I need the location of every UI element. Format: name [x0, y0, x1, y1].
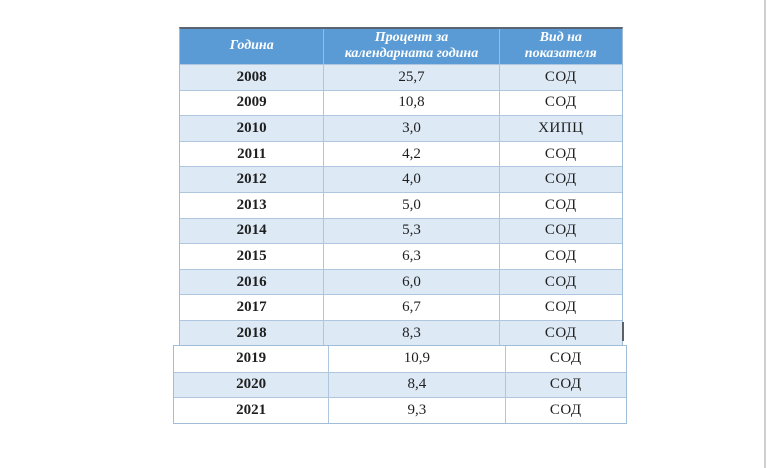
percent-cell: 5,3	[323, 218, 498, 244]
year-cell: 2014	[236, 222, 267, 239]
table-row: 2016 6,0 СОД	[180, 268, 622, 295]
year-cell: 2019	[236, 350, 267, 367]
percent-cell: 25,7	[323, 65, 498, 90]
percent-cell: 10,9	[328, 346, 504, 372]
indicator-cell: СОД	[498, 218, 622, 244]
percent-cell: 6,3	[323, 244, 498, 269]
indicator-cell: СОД	[498, 295, 622, 320]
table-header-row: Година Процент за календарната година Ви…	[180, 29, 622, 64]
year-cell: 2017	[236, 299, 267, 316]
indicator-cell: СОД	[498, 167, 622, 192]
table-row: 2010 3,0 ХИПЦ	[180, 115, 622, 141]
percent-cell: 4,2	[323, 141, 498, 167]
inflation-table-lower-segment: 2019 10,9 СОД 2020 8,4 СОД 2021 9,3 СОД	[173, 345, 627, 424]
year-cell: 2008	[236, 68, 267, 85]
year-cell: 2013	[236, 196, 267, 213]
year-cell: 2016	[236, 273, 267, 290]
year-cell: 2010	[236, 119, 267, 136]
percent-cell: 8,3	[323, 320, 498, 346]
percent-cell: 4,0	[323, 167, 498, 192]
year-cell: 2011	[237, 145, 267, 162]
table-row: 2014 5,3 СОД	[180, 217, 622, 244]
indicator-cell: СОД	[498, 65, 622, 90]
indicator-cell: СОД	[498, 269, 622, 295]
percent-cell: 8,4	[328, 372, 504, 398]
table-row: 2009 10,8 СОД	[180, 89, 622, 116]
text-cursor-mark	[622, 322, 624, 341]
indicator-cell: СОД	[504, 398, 626, 423]
year-cell: 2021	[236, 401, 267, 418]
table-row: 2021 9,3 СОД	[174, 397, 626, 423]
table-row: 2011 4,2 СОД	[180, 140, 622, 167]
table-row: 2019 10,9 СОД	[174, 346, 626, 372]
table-row: 2017 6,7 СОД	[180, 294, 622, 320]
indicator-cell: СОД	[504, 346, 626, 372]
table-body-lower: 2019 10,9 СОД 2020 8,4 СОД 2021 9,3 СОД	[174, 346, 626, 423]
indicator-cell: СОД	[498, 141, 622, 167]
table-row: 2008 25,7 СОД	[180, 64, 622, 90]
percent-cell: 9,3	[328, 398, 504, 423]
indicator-cell: СОД	[498, 320, 622, 346]
indicator-cell: СОД	[498, 90, 622, 116]
table-row: 2020 8,4 СОД	[174, 371, 626, 398]
year-cell: 2009	[236, 94, 267, 111]
column-header-percent: Процент за календарната година	[323, 29, 498, 64]
page-edge-line	[764, 0, 766, 468]
indicator-cell: СОД	[498, 192, 622, 218]
table-row: 2015 6,3 СОД	[180, 243, 622, 269]
percent-cell: 10,8	[323, 90, 498, 116]
year-cell: 2020	[236, 376, 267, 393]
year-cell: 2012	[236, 171, 267, 188]
inflation-table-upper-segment: Година Процент за календарната година Ви…	[179, 27, 623, 347]
percent-cell: 3,0	[323, 116, 498, 141]
indicator-cell: СОД	[504, 372, 626, 398]
column-header-year: Година	[229, 38, 274, 53]
table-row: 2018 8,3 СОД	[180, 319, 622, 346]
indicator-cell: СОД	[498, 244, 622, 269]
percent-cell: 6,7	[323, 295, 498, 320]
indicator-cell: ХИПЦ	[498, 116, 622, 141]
table-body-upper: 2008 25,7 СОД 2009 10,8 СОД 2010 3,0 ХИПЦ 2011 4,2…	[180, 64, 622, 346]
percent-cell: 5,0	[323, 192, 498, 218]
year-cell: 2015	[236, 247, 267, 264]
percent-cell: 6,0	[323, 269, 498, 295]
year-cell: 2018	[236, 324, 267, 341]
table-row: 2013 5,0 СОД	[180, 191, 622, 218]
table-row: 2012 4,0 СОД	[180, 166, 622, 192]
column-header-indicator-type: Вид на показателя	[498, 29, 622, 64]
